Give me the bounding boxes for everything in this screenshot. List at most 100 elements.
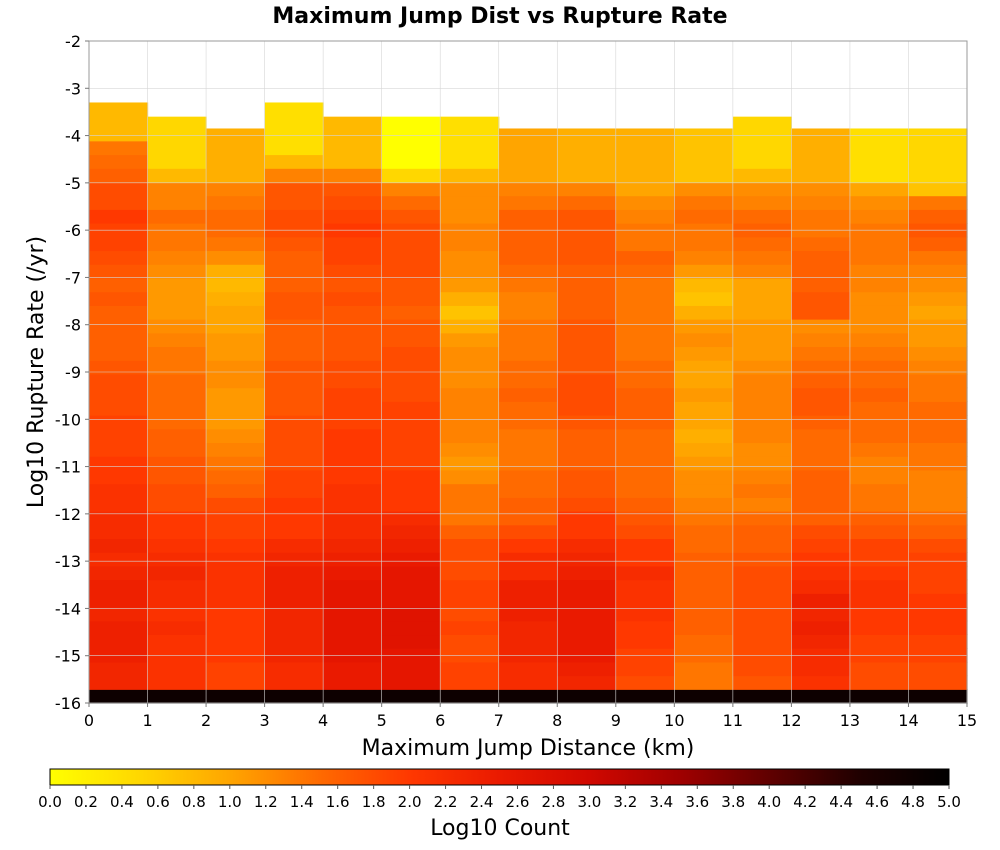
heatmap-cell [498, 209, 558, 224]
heatmap-cell [732, 209, 792, 224]
heatmap-cell [381, 552, 441, 567]
heatmap-cell [206, 634, 266, 649]
heatmap-cell [615, 675, 675, 690]
heatmap-cell [323, 319, 383, 334]
heatmap-cell [147, 387, 207, 402]
heatmap-cell [264, 195, 324, 210]
heatmap-cell [147, 264, 207, 279]
heatmap-cell [381, 346, 441, 361]
heatmap-cell [849, 456, 910, 471]
heatmap-cell [323, 524, 383, 540]
heatmap-cell [849, 181, 910, 197]
heatmap-cell [147, 116, 207, 169]
heatmap-cell [498, 442, 558, 457]
y-tick-label: -2 [65, 32, 81, 51]
heatmap-cell [147, 511, 207, 526]
heatmap-cell [89, 483, 149, 498]
heatmap-cell [849, 264, 910, 279]
y-tick-label: -13 [55, 552, 81, 571]
heatmap-cell [147, 607, 207, 622]
heatmap-cell [557, 195, 617, 210]
heatmap-cell [557, 401, 617, 416]
heatmap-cell [615, 250, 675, 265]
heatmap-cell [440, 634, 500, 649]
heatmap-cell [849, 415, 910, 430]
heatmap-cell [440, 373, 500, 389]
heatmap-cell [791, 456, 851, 471]
heatmap-cell [381, 236, 441, 252]
heatmap-cell [791, 401, 851, 416]
heatmap-cell [264, 538, 324, 553]
heatmap-cell [264, 360, 324, 375]
heatmap-cell [323, 511, 383, 526]
heatmap-cell [849, 305, 910, 320]
heatmap-cell [89, 168, 149, 183]
heatmap-cell [908, 648, 968, 663]
y-tick-label: -8 [65, 316, 81, 335]
heatmap-cell [323, 675, 383, 690]
heatmap-cell [440, 524, 500, 540]
heatmap-cell [381, 305, 441, 320]
heatmap-cell [615, 634, 675, 649]
heatmap-cell [791, 195, 851, 210]
heatmap-cell [674, 181, 734, 197]
heatmap-cell [264, 565, 324, 581]
heatmap-cell [206, 579, 266, 594]
heatmap-cell [615, 181, 675, 197]
heatmap-cell [557, 661, 617, 677]
heatmap-cell [206, 511, 266, 526]
heatmap-cell [89, 102, 149, 142]
heatmap-cell [381, 689, 441, 704]
heatmap-cell [615, 291, 675, 306]
heatmap-cell [557, 346, 617, 361]
x-tick-label: 8 [552, 711, 562, 730]
heatmap-cell [147, 168, 207, 183]
heatmap-cell [498, 277, 558, 293]
heatmap-cell [791, 675, 851, 690]
heatmap-cell [557, 483, 617, 498]
heatmap-cell [440, 195, 500, 210]
heatmap-cell [908, 387, 968, 402]
heatmap-cell [791, 428, 851, 444]
heatmap-cell [147, 634, 207, 649]
heatmap-cell [557, 428, 617, 444]
heatmap-cell [674, 346, 734, 361]
heatmap-cell [264, 579, 324, 594]
heatmap-cell [849, 442, 910, 457]
heatmap-cell [89, 469, 149, 485]
x-tick-label: 6 [435, 711, 445, 730]
heatmap-cell [440, 648, 500, 663]
heatmap-cell [674, 277, 734, 293]
heatmap-cell [264, 209, 324, 224]
heatmap-cell [615, 483, 675, 498]
heatmap-cell [323, 634, 383, 649]
heatmap-cell [732, 469, 792, 485]
heatmap-cell [674, 675, 734, 690]
heatmap-cell [323, 401, 383, 416]
heatmap-cell [147, 277, 207, 293]
heatmap-cell [323, 579, 383, 594]
heatmap-cell [89, 511, 149, 526]
heatmap-cell [264, 181, 324, 197]
y-axis-label: Log10 Rupture Rate (/yr) [24, 236, 49, 508]
heatmap-cells [89, 102, 968, 704]
heatmap-cell [498, 689, 558, 704]
heatmap-cell [557, 305, 617, 320]
heatmap-cell [206, 469, 266, 485]
heatmap-cell [89, 538, 149, 553]
heatmap-cell [791, 319, 851, 334]
heatmap-cell [674, 401, 734, 416]
heatmap-cell [381, 360, 441, 375]
colorbar-tick-label: 0.6 [146, 793, 170, 811]
heatmap-cell [557, 456, 617, 471]
heatmap-cell [732, 565, 792, 581]
y-tick-label: -5 [65, 174, 81, 193]
heatmap-cell [381, 264, 441, 279]
heatmap-cell [381, 607, 441, 622]
colorbar-tick-label: 2.2 [434, 793, 458, 811]
heatmap-cell [440, 428, 500, 444]
heatmap-cell [440, 511, 500, 526]
heatmap-cell [264, 593, 324, 608]
heatmap-cell [381, 675, 441, 690]
x-axis-label: Maximum Jump Distance (km) [362, 736, 695, 761]
